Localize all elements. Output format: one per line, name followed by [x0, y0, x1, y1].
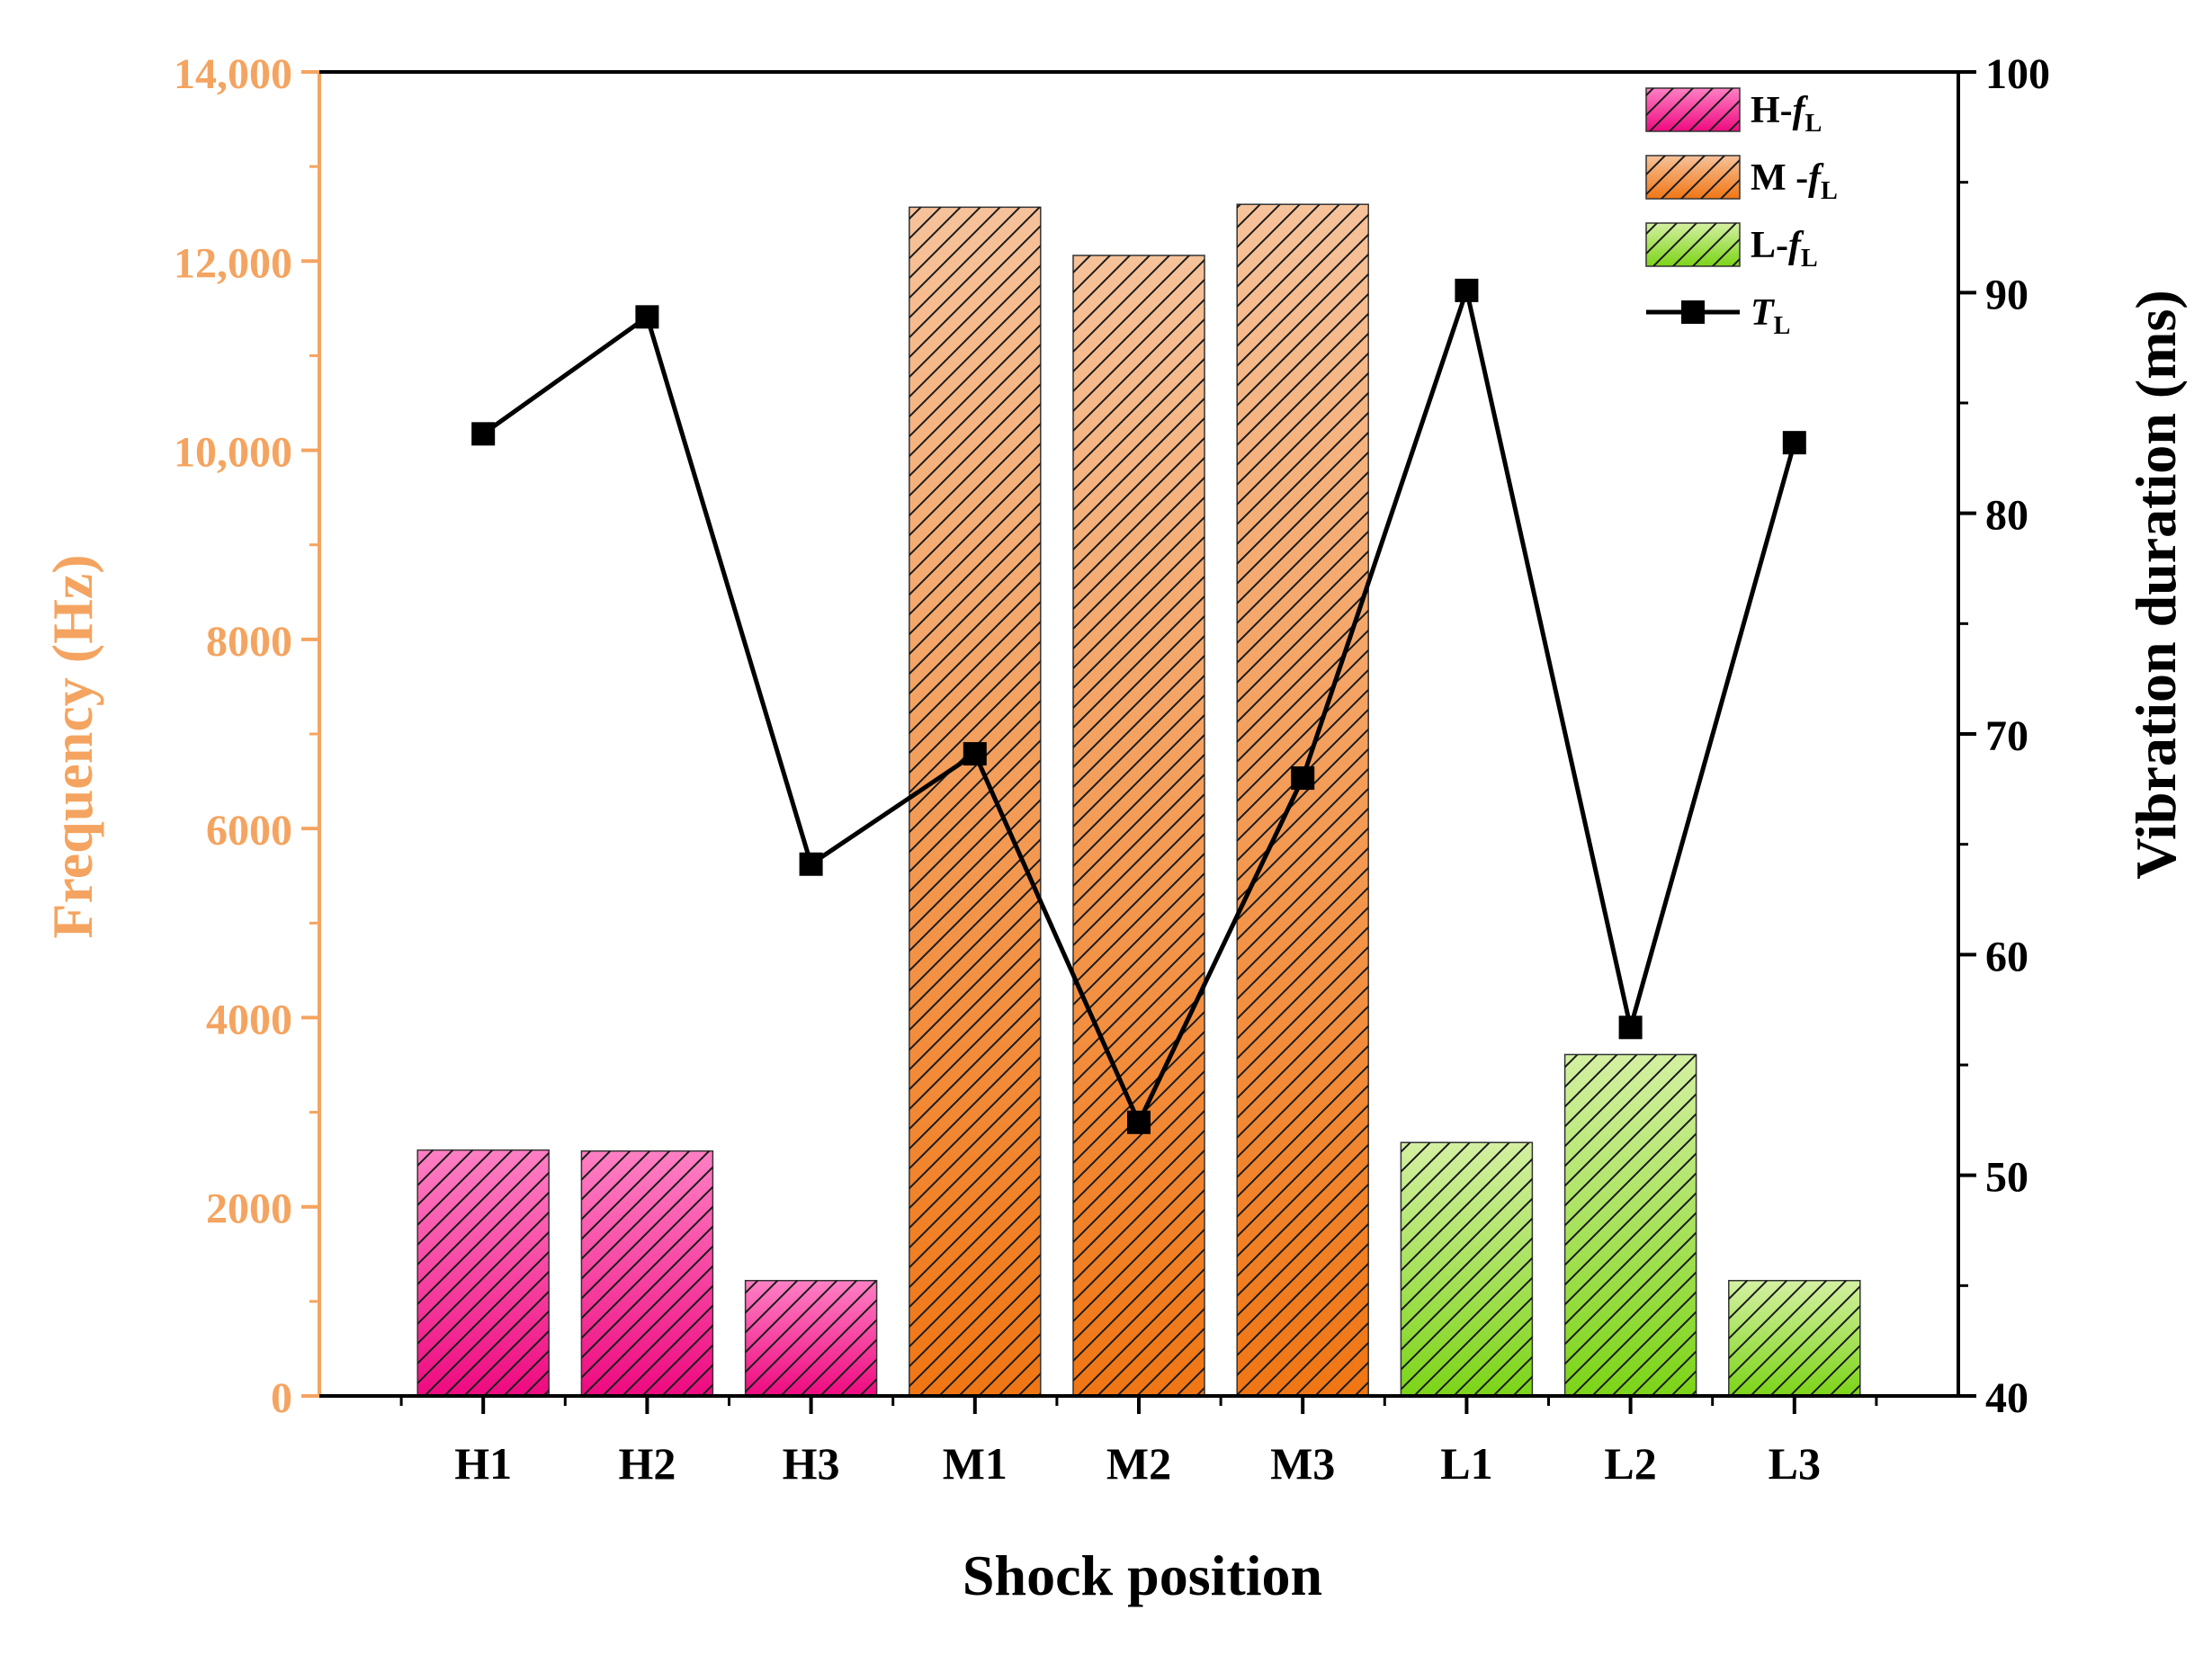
x-tick-label: L2 [1604, 1438, 1656, 1489]
bar-l3 [1728, 1279, 1861, 1397]
x-tick-label: H1 [454, 1438, 512, 1489]
bar-m2 [1072, 255, 1205, 1397]
left-axis-title: Frequency (Hz) [40, 554, 104, 938]
tl-marker-l1 [1455, 278, 1479, 302]
legend-label: M -fL [1751, 157, 1838, 205]
x-tick-label: M2 [1106, 1438, 1171, 1489]
left-tick-label: 4000 [206, 996, 292, 1043]
legend-label: TL [1751, 292, 1790, 340]
bar-h3 [744, 1279, 878, 1397]
left-tick-label: 10,000 [174, 429, 292, 477]
bar-h1 [416, 1149, 550, 1397]
left-tick-label: 8000 [206, 618, 292, 666]
tl-marker-l3 [1782, 431, 1806, 455]
x-tick-label: H2 [618, 1438, 676, 1489]
legend-item-m-fl: M -fL [1645, 155, 1838, 205]
legend-item-l-fl: L-fL [1645, 222, 1818, 273]
axes: 0 2000 4000 6000 8000 10,000 12,000 14,000 40 50 6… [174, 50, 2050, 1489]
bar-m3 [1236, 203, 1369, 1397]
left-tick-label: 0 [271, 1374, 292, 1422]
left-tick-label: 6000 [206, 807, 292, 854]
left-tick-label: 14,000 [174, 50, 292, 98]
legend: H-fL M -fL L-fL TL [1645, 87, 1838, 340]
x-tick-label: H3 [783, 1438, 840, 1489]
bars [416, 203, 1861, 1397]
line-series [471, 278, 1806, 1134]
right-tick-label: 100 [1985, 50, 2050, 98]
tl-marker-h1 [471, 422, 496, 446]
tl-marker-l2 [1618, 1015, 1643, 1040]
right-tick-label: 40 [1985, 1374, 2028, 1422]
right-tick-label: 70 [1985, 712, 2028, 760]
tl-marker-h3 [799, 852, 823, 876]
right-tick-label: 60 [1985, 933, 2028, 980]
legend-label: H-fL [1751, 90, 1822, 138]
bar-m1 [909, 206, 1042, 1397]
right-axis-title: Vibration duration (ms) [2124, 290, 2188, 879]
legend-item-tl: TL [1646, 292, 1790, 340]
tl-marker-m2 [1127, 1110, 1151, 1134]
bar-h2 [580, 1150, 714, 1397]
x-axis-title: Shock position [963, 1543, 1322, 1607]
left-tick-label: 12,000 [174, 239, 292, 287]
right-tick-label: 80 [1985, 492, 2028, 540]
right-tick-label: 90 [1985, 271, 2028, 318]
x-tick-label: L1 [1440, 1438, 1492, 1489]
right-tick-label: 50 [1985, 1154, 2028, 1202]
x-tick-label: L3 [1769, 1438, 1821, 1489]
bar-l2 [1563, 1053, 1697, 1397]
legend-item-h-fl: H-fL [1645, 87, 1822, 138]
tl-marker-h2 [635, 305, 659, 329]
tl-marker-m3 [1291, 766, 1315, 791]
x-tick-label: M3 [1270, 1438, 1335, 1489]
x-tick-label: M1 [943, 1438, 1007, 1489]
left-tick-label: 2000 [206, 1185, 292, 1233]
tl-marker-m1 [963, 742, 987, 766]
legend-label: L-fL [1751, 225, 1818, 273]
bar-l1 [1400, 1141, 1534, 1397]
